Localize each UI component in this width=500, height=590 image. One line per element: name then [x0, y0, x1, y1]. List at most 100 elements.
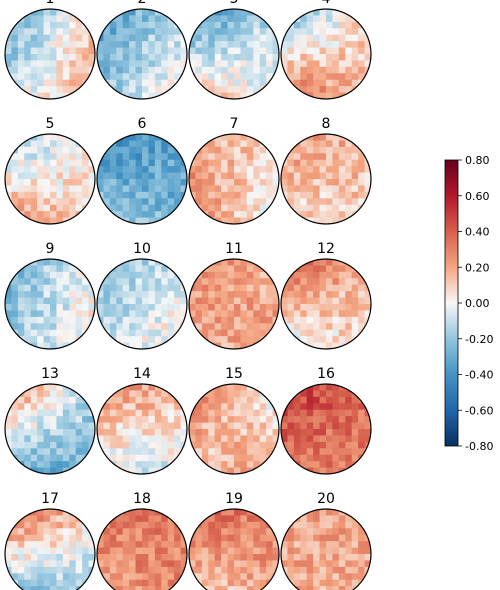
- anomaly-cell: [161, 336, 169, 343]
- anomaly-cell: [75, 329, 83, 337]
- anomaly-cell: [75, 60, 83, 68]
- anomaly-cell: [358, 28, 365, 36]
- anomaly-cell: [69, 566, 77, 574]
- anomaly-cell: [75, 342, 83, 349]
- anomaly-cell: [180, 41, 187, 48]
- anomaly-cell: [345, 396, 353, 404]
- anomaly-cell: [24, 86, 32, 93]
- anomaly-cell: [272, 211, 279, 218]
- anomaly-cell: [161, 416, 169, 423]
- anomaly-cell: [293, 454, 301, 462]
- anomaly-cell: [306, 534, 314, 542]
- anomaly-cell: [122, 384, 130, 391]
- anomaly-cell: [208, 416, 216, 423]
- anomaly-cell: [122, 86, 130, 93]
- anomaly-cell: [62, 448, 70, 456]
- anomaly-cell: [43, 541, 51, 548]
- anomaly-cell: [259, 528, 267, 536]
- anomaly-cell: [5, 579, 12, 587]
- anomaly-cell: [259, 191, 267, 199]
- anomaly-cell: [319, 541, 327, 548]
- anomaly-cell: [208, 278, 216, 286]
- anomaly-cell: [135, 28, 143, 36]
- anomaly-cell: [259, 435, 267, 443]
- anomaly-cell: [364, 211, 371, 218]
- anomaly-cell: [246, 15, 254, 23]
- anomaly-cell: [30, 166, 38, 173]
- anomaly-cell: [116, 211, 124, 218]
- anomaly-cell: [227, 435, 235, 443]
- anomaly-cell: [154, 310, 162, 318]
- anomaly-cell: [174, 153, 181, 161]
- anomaly-cell: [332, 166, 340, 173]
- anomaly-cell: [287, 92, 295, 99]
- anomaly-cell: [195, 60, 203, 68]
- anomaly-cell: [214, 191, 222, 199]
- anomaly-cell: [208, 60, 216, 68]
- anomaly-cell: [287, 284, 295, 292]
- anomaly-cell: [293, 60, 301, 68]
- anomaly-cell: [148, 586, 156, 590]
- anomaly-cell: [227, 259, 235, 266]
- anomaly-cell: [266, 515, 273, 523]
- anomaly-cell: [97, 586, 104, 590]
- anomaly-cell: [97, 560, 104, 568]
- anomaly-cell: [214, 140, 222, 148]
- anomaly-cell: [326, 204, 333, 212]
- anomaly-cell: [103, 441, 111, 449]
- anomaly-cell: [351, 396, 359, 404]
- map-panel-18: 18: [96, 491, 188, 590]
- anomaly-cell: [326, 329, 333, 337]
- map-boundary: [96, 8, 188, 100]
- anomaly-cell: [75, 521, 83, 529]
- anomaly-cell: [154, 15, 162, 23]
- anomaly-cell: [174, 560, 181, 568]
- anomaly-cell: [306, 41, 314, 48]
- anomaly-cell: [5, 140, 12, 148]
- anomaly-cell: [364, 579, 371, 587]
- anomaly-cell: [142, 198, 149, 206]
- anomaly-cell: [240, 384, 248, 391]
- anomaly-cell: [88, 21, 95, 29]
- anomaly-cell: [109, 403, 117, 411]
- anomaly-cell: [253, 329, 261, 337]
- anomaly-cell: [122, 409, 130, 417]
- anomaly-cell: [116, 403, 124, 411]
- anomaly-cell: [135, 579, 143, 587]
- anomaly-cell: [281, 554, 288, 561]
- anomaly-cell: [227, 573, 235, 581]
- anomaly-cell: [300, 146, 308, 154]
- anomaly-cell: [281, 21, 288, 29]
- anomaly-cell: [351, 198, 359, 206]
- anomaly-cell: [287, 403, 295, 411]
- anomaly-cell: [11, 54, 19, 61]
- anomaly-cell: [129, 461, 136, 468]
- anomaly-cell: [180, 390, 187, 398]
- anomaly-cell: [161, 34, 169, 42]
- anomaly-cell: [266, 441, 273, 449]
- anomaly-cell: [345, 310, 353, 318]
- anomaly-cell: [30, 140, 38, 148]
- anomaly-cell: [148, 390, 156, 398]
- anomaly-cell: [253, 336, 261, 343]
- anomaly-cell: [116, 191, 124, 199]
- anomaly-cell: [189, 41, 196, 48]
- anomaly-cell: [351, 579, 359, 587]
- anomaly-cell: [24, 329, 32, 337]
- anomaly-cell: [122, 429, 130, 436]
- anomaly-cell: [5, 390, 12, 398]
- anomaly-cell: [240, 204, 248, 212]
- anomaly-cell: [75, 554, 83, 561]
- anomaly-cell: [208, 54, 216, 61]
- anomaly-cell: [69, 73, 77, 81]
- anomaly-cell: [234, 422, 241, 430]
- anomaly-cell: [56, 284, 64, 292]
- anomaly-cell: [293, 73, 301, 81]
- anomaly-cell: [62, 204, 70, 212]
- anomaly-cell: [37, 47, 44, 55]
- map-boundary: [4, 8, 96, 100]
- anomaly-cell: [227, 384, 235, 391]
- anomaly-cell: [82, 416, 89, 423]
- anomaly-cell: [109, 409, 117, 417]
- anomaly-cell: [313, 547, 320, 555]
